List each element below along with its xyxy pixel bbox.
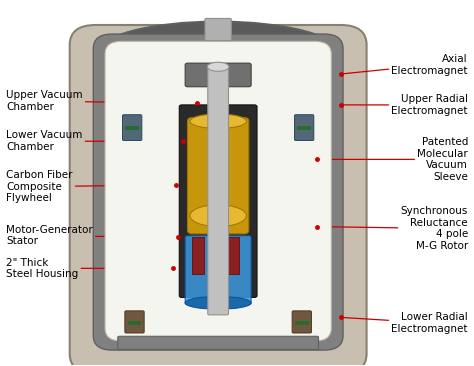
- Ellipse shape: [207, 62, 229, 71]
- FancyBboxPatch shape: [122, 115, 142, 141]
- Ellipse shape: [96, 21, 341, 87]
- Text: Lower Vacuum
Chamber: Lower Vacuum Chamber: [6, 130, 180, 152]
- Bar: [192, 238, 204, 274]
- FancyBboxPatch shape: [208, 66, 228, 315]
- Ellipse shape: [190, 205, 246, 227]
- Text: Motor-Generator
Stator: Motor-Generator Stator: [6, 225, 175, 246]
- Text: Synchronous
Reluctance
4 pole
M-G Rotor: Synchronous Reluctance 4 pole M-G Rotor: [320, 206, 468, 251]
- Bar: [125, 126, 139, 130]
- FancyBboxPatch shape: [205, 18, 231, 41]
- FancyBboxPatch shape: [125, 311, 144, 333]
- FancyBboxPatch shape: [294, 115, 314, 141]
- FancyBboxPatch shape: [118, 336, 319, 350]
- Text: Upper Vacuum
Chamber: Upper Vacuum Chamber: [6, 90, 194, 112]
- FancyBboxPatch shape: [188, 117, 249, 234]
- FancyBboxPatch shape: [93, 34, 343, 350]
- Text: Lower Radial
Electromagnet: Lower Radial Electromagnet: [344, 312, 468, 334]
- FancyBboxPatch shape: [70, 25, 366, 366]
- Text: Axial
Electromagnet: Axial Electromagnet: [344, 54, 468, 76]
- FancyBboxPatch shape: [292, 311, 311, 333]
- Bar: [128, 321, 141, 325]
- Text: Carbon Fiber
Composite
Flywheel: Carbon Fiber Composite Flywheel: [6, 170, 173, 203]
- Bar: [297, 126, 311, 130]
- FancyBboxPatch shape: [185, 236, 251, 305]
- Ellipse shape: [185, 296, 251, 309]
- Text: Upper Radial
Electromagnet: Upper Radial Electromagnet: [344, 94, 468, 116]
- FancyBboxPatch shape: [179, 105, 257, 298]
- FancyBboxPatch shape: [105, 41, 331, 341]
- FancyBboxPatch shape: [185, 63, 251, 87]
- Ellipse shape: [190, 114, 246, 128]
- Text: 2" Thick
Steel Housing: 2" Thick Steel Housing: [6, 258, 171, 279]
- Text: Patented
Molecular
Vacuum
Sleeve: Patented Molecular Vacuum Sleeve: [320, 137, 468, 182]
- Bar: [295, 321, 309, 325]
- Bar: [228, 238, 239, 274]
